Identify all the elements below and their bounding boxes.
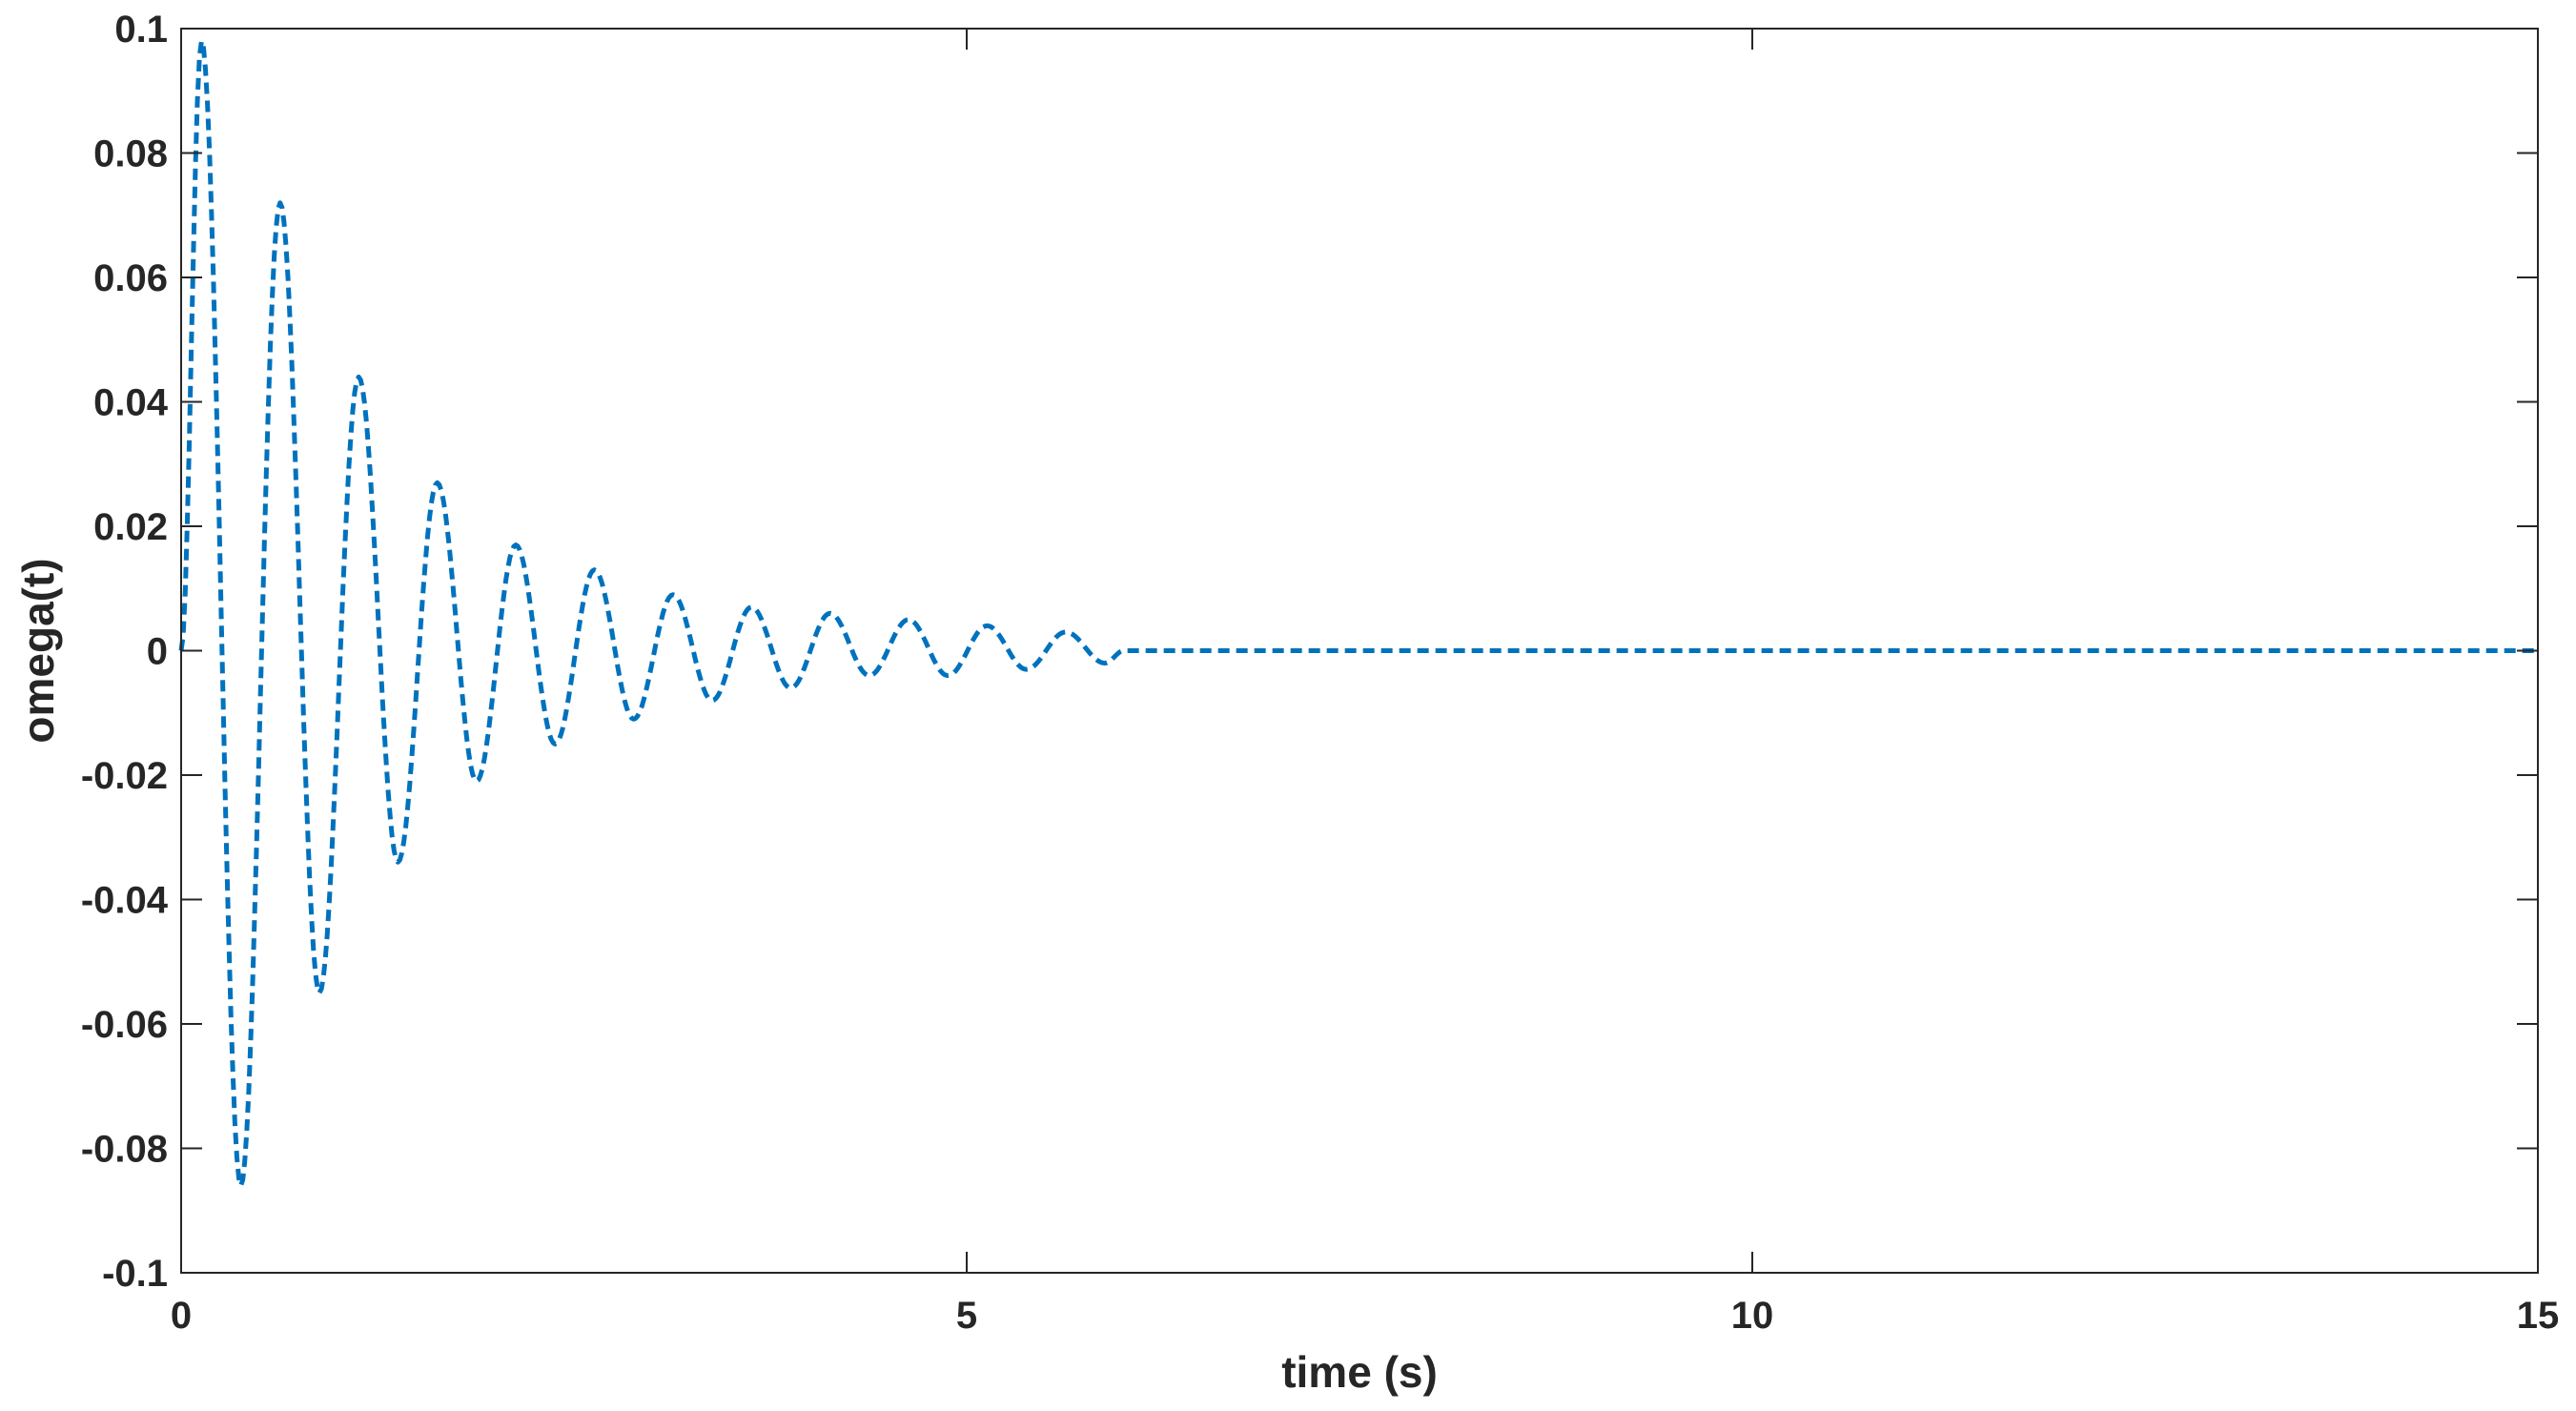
- x-axis-label: time (s): [1281, 1347, 1438, 1397]
- series-layer: [178, 38, 2539, 1189]
- x-tick-label: 10: [1731, 1295, 1774, 1337]
- tick-labels: 0 5 10 15 -0.1 -0.08 -0.06 -0.04 -0.02 0 0.02 0.04 0…: [81, 9, 2559, 1337]
- y-axis-label: omega(t): [13, 558, 63, 743]
- axes: [180, 28, 2539, 1274]
- y-tick-label: -0.04: [81, 880, 169, 922]
- y-tick-label: -0.06: [81, 1004, 168, 1046]
- y-tick-label: 0.1: [114, 9, 168, 51]
- y-tick-label: 0.02: [93, 506, 168, 548]
- y-tick-label: 0.04: [93, 382, 169, 424]
- x-tick-label: 0: [171, 1295, 192, 1337]
- y-tick-label: 0.06: [93, 257, 168, 299]
- x-tick-label: 15: [2517, 1295, 2560, 1337]
- series-line-0: [178, 38, 2539, 1189]
- x-tick-label: 5: [956, 1295, 977, 1337]
- y-tick-label: -0.1: [102, 1253, 168, 1295]
- y-tick-label: -0.02: [81, 755, 168, 797]
- y-tick-label: 0: [147, 631, 168, 673]
- y-tick-label: 0.08: [93, 133, 168, 175]
- y-tick-label: -0.08: [81, 1129, 168, 1171]
